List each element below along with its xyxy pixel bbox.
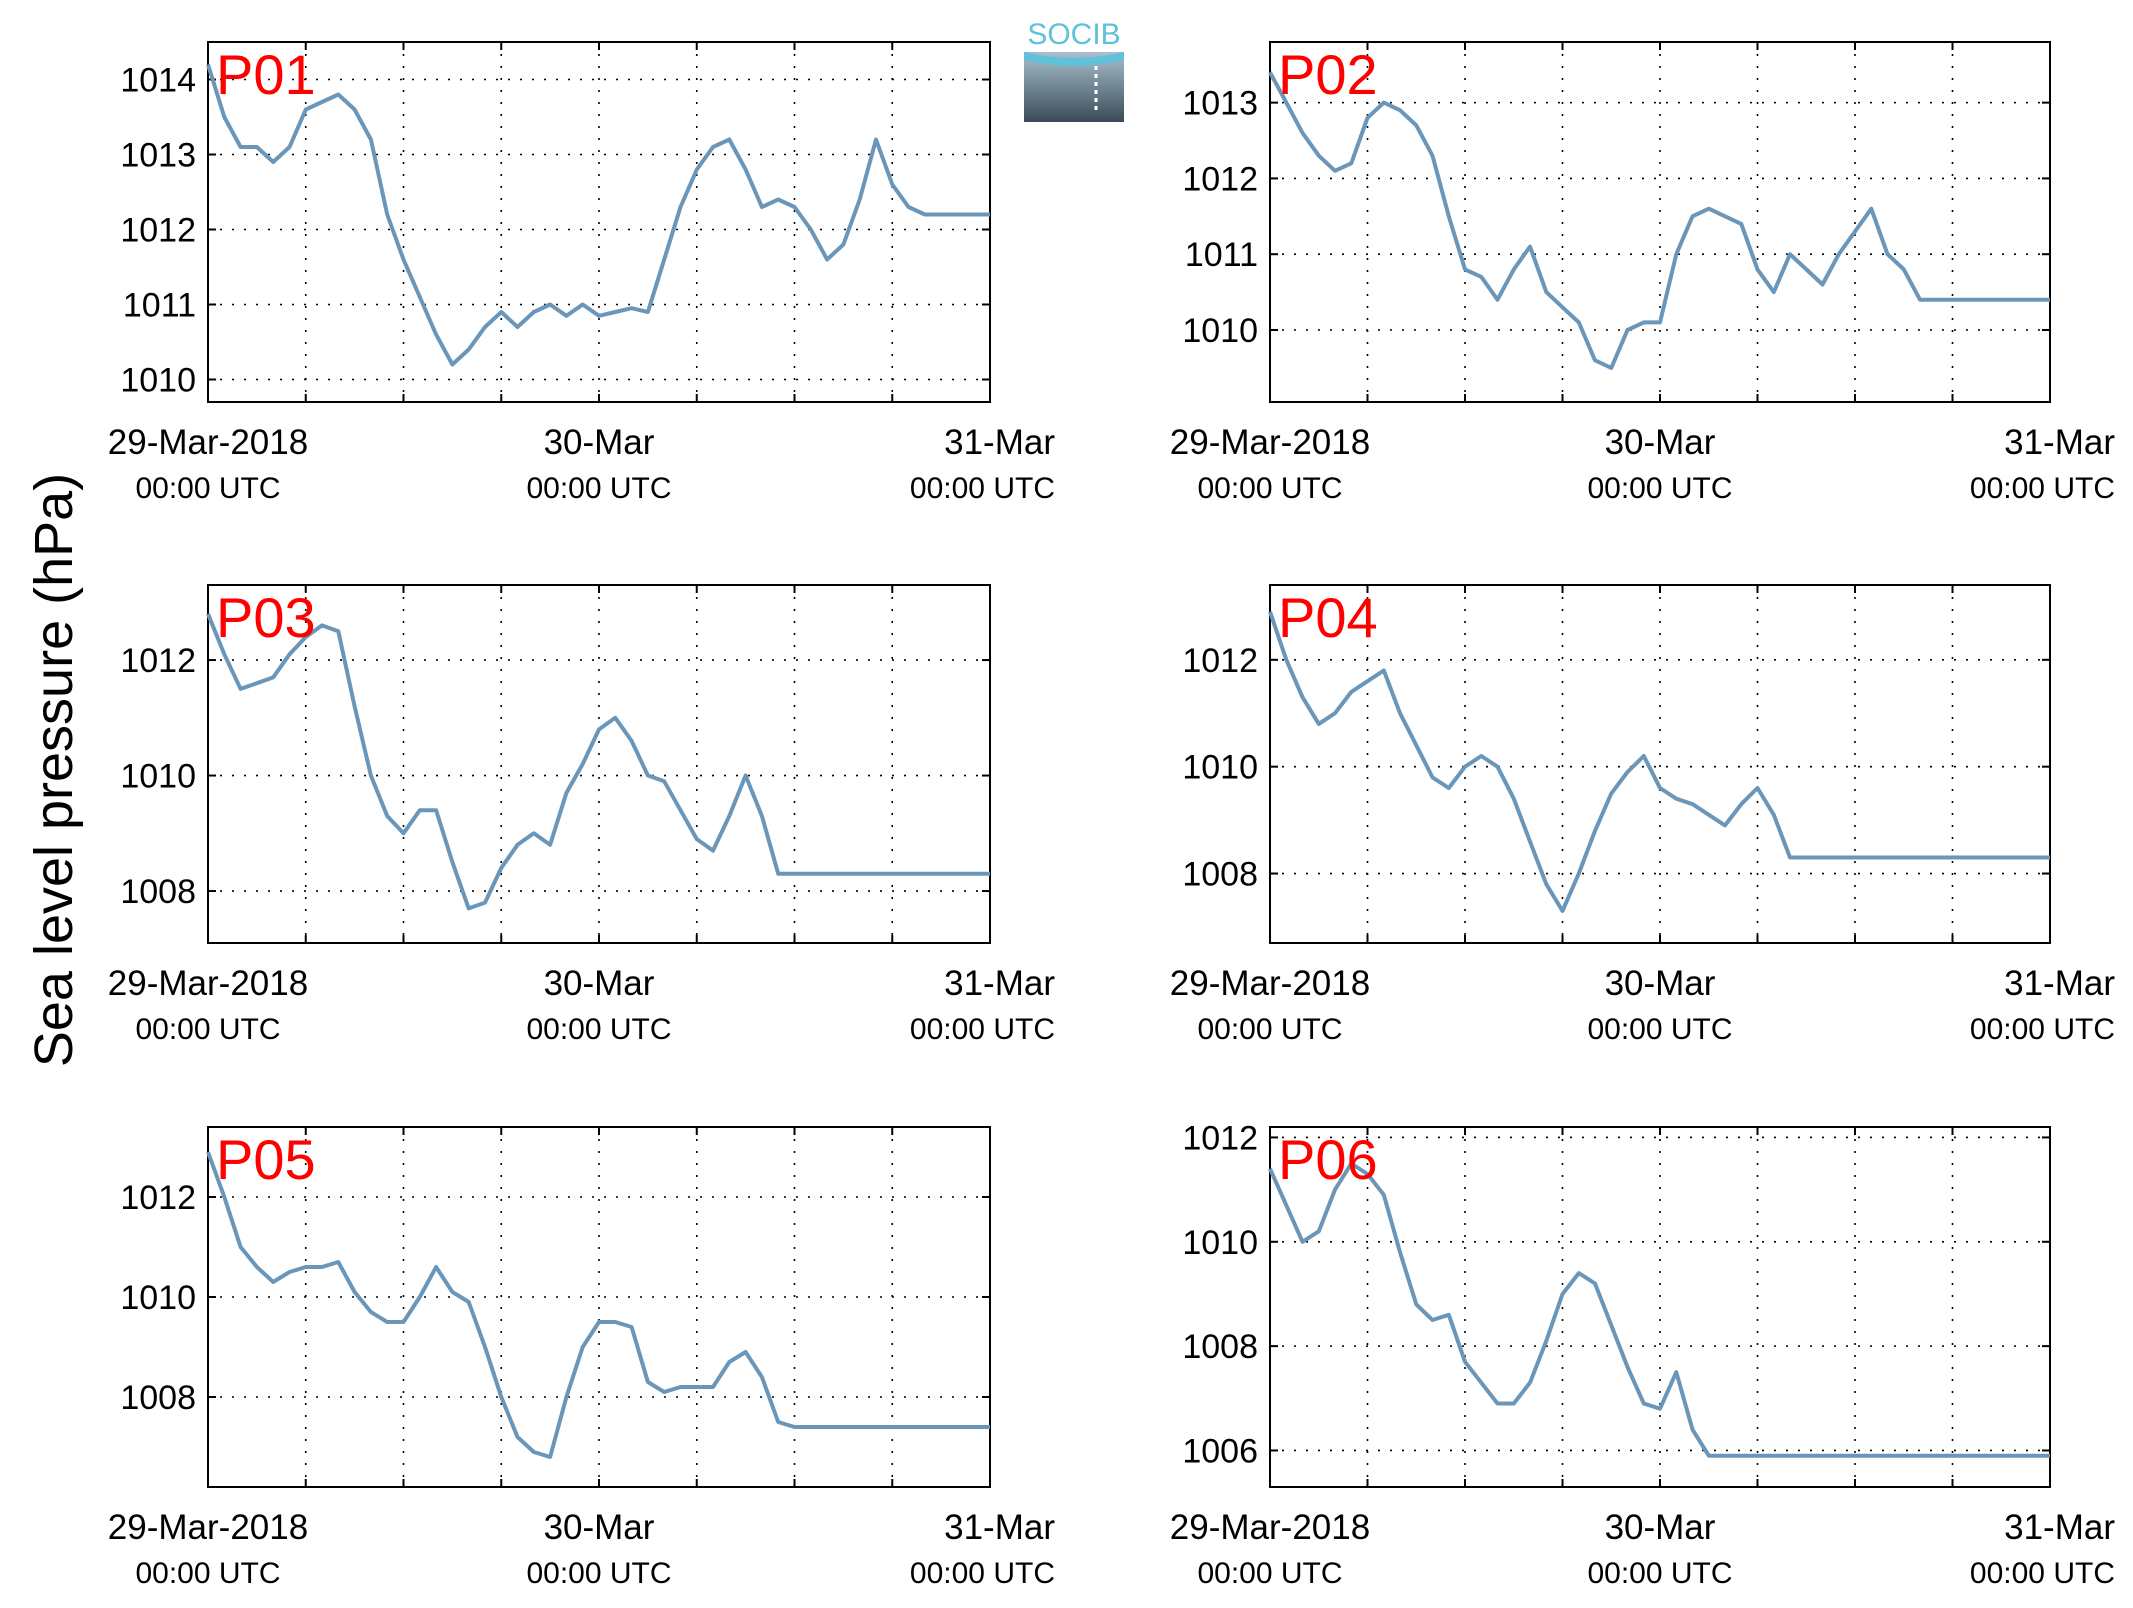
panel-p01: 1010 1011 1012 1013 1014 29-Mar-2018 00:00 UTC… [108, 41, 1055, 505]
x-tick-sublabel: 00:00 UTC [910, 1013, 1055, 1046]
y-tick-label: 1006 [1182, 1432, 1258, 1470]
panel-label: P06 [1278, 1128, 1378, 1191]
y-axis-label: Sea level pressure (hPa) [24, 473, 84, 1067]
x-tick-label: 31-Mar [944, 964, 1055, 1003]
y-tick-label: 1012 [1182, 1119, 1258, 1157]
series-line [1268, 71, 2050, 370]
x-tick-sublabel: 00:00 UTC [1970, 1557, 2115, 1590]
y-tick-label: 1012 [1182, 160, 1258, 198]
y-tick-label: 1011 [1185, 236, 1258, 274]
x-tick-label: 30-Mar [544, 423, 655, 462]
panel-p02: 1010 1011 1012 1013 29-Mar-2018 00:00 UTC 30-M… [1170, 41, 2115, 505]
x-tick-label: 31-Mar [2004, 423, 2115, 462]
y-tick-label: 1010 [120, 362, 196, 400]
x-tick-label: 30-Mar [544, 1508, 655, 1547]
x-tick-sublabel: 00:00 UTC [526, 1557, 671, 1590]
panel-label: P02 [1278, 43, 1378, 106]
series-line [206, 63, 990, 367]
y-tick-label: 1010 [120, 758, 196, 796]
plot-area [1269, 584, 2051, 944]
x-tick-label: 30-Mar [544, 964, 655, 1003]
series-line [1268, 611, 2050, 913]
panel-p05: 1008 1010 1012 29-Mar-2018 00:00 UTC 30-Mar 00… [108, 1126, 1055, 1590]
y-tick-label: 1013 [1182, 85, 1258, 123]
x-tick-sublabel: 00:00 UTC [526, 472, 671, 505]
x-tick-label: 30-Mar [1605, 423, 1716, 462]
socib-logo: SOCIB [1024, 18, 1124, 122]
x-tick-label: 31-Mar [2004, 964, 2115, 1003]
panel-label: P04 [1278, 586, 1378, 649]
y-tick-label: 1008 [1182, 1328, 1258, 1366]
x-tick-label: 30-Mar [1605, 1508, 1716, 1547]
y-tick-label: 1010 [1182, 312, 1258, 350]
x-tick-label: 31-Mar [944, 423, 1055, 462]
panel-p06: 1006 1008 1010 1012 29-Mar-2018 00:00 UTC 30-M… [1170, 1119, 2116, 1590]
x-tick-sublabel: 00:00 UTC [526, 1013, 671, 1046]
logo-text: SOCIB [1027, 18, 1120, 51]
x-tick-label: 29-Mar-2018 [108, 964, 308, 1003]
series-line [1268, 1161, 2050, 1458]
x-tick-label: 31-Mar [2004, 1508, 2115, 1547]
x-tick-sublabel: 00:00 UTC [135, 472, 280, 505]
x-tick-sublabel: 00:00 UTC [910, 1557, 1055, 1590]
y-tick-label: 1012 [120, 212, 196, 250]
x-tick-label: 29-Mar-2018 [108, 1508, 308, 1547]
y-tick-label: 1011 [123, 287, 196, 325]
x-tick-sublabel: 00:00 UTC [1587, 472, 1732, 505]
x-tick-label: 29-Mar-2018 [1170, 964, 1370, 1003]
panel-label: P05 [216, 1128, 316, 1191]
x-tick-sublabel: 00:00 UTC [1197, 1557, 1342, 1590]
panel-p03: 1008 1010 1012 29-Mar-2018 00:00 UTC 30-Mar 00… [108, 584, 1055, 1046]
series-line [206, 613, 990, 911]
y-tick-label: 1008 [120, 873, 196, 911]
y-tick-label: 1014 [120, 62, 196, 100]
panel-p04: 1008 1010 1012 29-Mar-2018 00:00 UTC 30-Mar 00… [1170, 584, 2115, 1046]
y-tick-label: 1010 [1182, 1224, 1258, 1262]
y-tick-label: 1012 [1182, 642, 1258, 680]
panel-label: P03 [216, 586, 316, 649]
y-tick-label: 1008 [1182, 856, 1258, 894]
y-tick-label: 1010 [120, 1279, 196, 1317]
x-tick-label: 29-Mar-2018 [1170, 423, 1370, 462]
x-tick-label: 29-Mar-2018 [108, 423, 308, 462]
x-tick-label: 29-Mar-2018 [1170, 1508, 1370, 1547]
x-tick-sublabel: 00:00 UTC [1970, 1013, 2115, 1046]
x-tick-sublabel: 00:00 UTC [135, 1557, 280, 1590]
x-tick-sublabel: 00:00 UTC [1197, 472, 1342, 505]
y-tick-label: 1008 [120, 1379, 196, 1417]
y-tick-label: 1012 [120, 1179, 196, 1217]
y-tick-label: 1010 [1182, 749, 1258, 787]
series-line [206, 1151, 990, 1459]
x-tick-sublabel: 00:00 UTC [1587, 1557, 1732, 1590]
x-tick-sublabel: 00:00 UTC [1197, 1013, 1342, 1046]
plot-area [207, 584, 991, 944]
y-tick-label: 1013 [120, 137, 196, 175]
x-tick-sublabel: 00:00 UTC [1587, 1013, 1732, 1046]
y-tick-label: 1012 [120, 642, 196, 680]
x-tick-sublabel: 00:00 UTC [910, 472, 1055, 505]
panel-label: P01 [216, 43, 316, 106]
x-tick-label: 31-Mar [944, 1508, 1055, 1547]
x-tick-label: 30-Mar [1605, 964, 1716, 1003]
x-tick-sublabel: 00:00 UTC [135, 1013, 280, 1046]
x-tick-sublabel: 00:00 UTC [1970, 472, 2115, 505]
